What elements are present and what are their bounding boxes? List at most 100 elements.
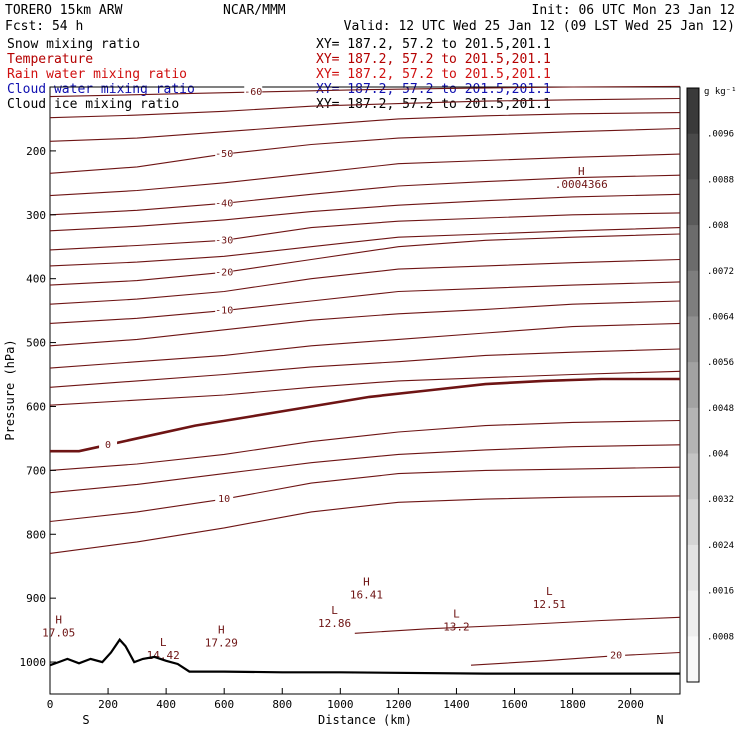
x-tick-label: 2000	[617, 698, 644, 711]
valid-time: Valid: 12 UTC Wed 25 Jan 12 (09 LST Wed …	[344, 19, 735, 34]
isotherm-line	[49, 419, 681, 471]
extremum-marker: H	[55, 614, 62, 627]
isotherm-label-bg	[244, 86, 263, 98]
center-title: NCAR/MMM	[223, 3, 286, 18]
y-tick-label: 500	[26, 337, 46, 350]
colorbar-unit: g kg⁻¹	[704, 87, 737, 97]
extremum-marker: L	[546, 585, 553, 598]
colorbar-tick-label: .0096	[707, 130, 734, 140]
x-tick-label: 1800	[559, 698, 586, 711]
isotherm-line	[49, 322, 681, 369]
field-name: Rain water mixing ratio	[7, 67, 187, 82]
north-label: N	[656, 713, 663, 727]
colorbar-tick-label: .008	[707, 221, 729, 231]
extremum-value: 13.2	[443, 620, 470, 633]
isotherm-line	[49, 227, 681, 267]
extremum-marker: L	[160, 636, 167, 649]
x-tick-label: 1200	[385, 698, 412, 711]
colorbar-tick-label: .0008	[707, 632, 734, 642]
isotherm-label-bg	[215, 266, 234, 278]
colorbar-swatch	[687, 362, 699, 409]
isotherm-line	[49, 174, 681, 216]
colorbar-swatch	[687, 316, 699, 363]
isotherm-line	[49, 348, 681, 388]
colorbar-tick-label: .0032	[707, 495, 734, 505]
extremum-value: 12.86	[318, 617, 351, 630]
terrain-line	[49, 637, 680, 675]
field-name: Snow mixing ratio	[7, 37, 140, 52]
y-tick-label: 700	[26, 464, 46, 477]
isotherm-label: 0	[105, 440, 111, 451]
y-tick-label: 800	[26, 528, 46, 541]
isotherm-label-bg	[99, 438, 118, 450]
south-label: S	[82, 713, 89, 727]
extremum-marker: H	[363, 575, 370, 588]
isotherm-line	[49, 370, 681, 406]
x-axis-label: Distance (km)	[318, 713, 412, 727]
extremum-value: 17.29	[205, 636, 238, 649]
x-tick-label: 1600	[501, 698, 528, 711]
isotherm-line	[49, 495, 681, 554]
isotherm-line	[49, 300, 681, 347]
colorbar-swatch	[687, 499, 699, 546]
colorbar-tick-label: .0016	[707, 587, 734, 597]
field-list: Snow mixing ratio XY= 187.2, 57.2 to 201.…	[7, 37, 551, 112]
extremum-value: 16.41	[350, 588, 383, 601]
isotherm-line	[49, 212, 681, 251]
colorbar-swatch	[687, 88, 699, 135]
extremum-value: 12.51	[533, 598, 566, 611]
isotherm-label-bg	[215, 304, 234, 316]
x-tick-label: 0	[47, 698, 54, 711]
y-axis-ticks: 200 300 400 500 600 700 800 900 1000	[20, 145, 56, 669]
colorbar-swatch	[687, 453, 699, 500]
x-tick-label: 200	[98, 698, 118, 711]
extremum-marker: H	[578, 165, 585, 178]
colorbar-tick-label: .0048	[707, 404, 734, 414]
extrema-labels: H17.05L14.42H17.29L12.86H16.41L13.2L12.5…	[42, 165, 608, 662]
model-title: TORERO 15km ARW	[5, 3, 123, 18]
colorbar-swatch	[687, 590, 699, 637]
isotherm-label-bg	[215, 197, 234, 209]
x-axis-ticks: 0 200 400 600 800 1000 1200 1400 1600 1800 2000	[47, 688, 644, 711]
extremum-value: 14.42	[147, 649, 180, 662]
colorbar-swatch	[687, 179, 699, 226]
colorbar-tick-label: .004	[707, 450, 729, 460]
y-axis-label: Pressure (hPa)	[3, 339, 17, 440]
extremum-marker: L	[453, 607, 460, 620]
isotherm-line	[49, 281, 681, 324]
field-xy: XY= 187.2, 57.2 to 201.5,201.1	[316, 82, 551, 97]
isotherm-line	[49, 97, 681, 119]
init-time: Init: 06 UTC Mon 23 Jan 12	[532, 3, 736, 18]
y-tick-label: 600	[26, 400, 46, 413]
colorbar-tick-label: .0064	[707, 312, 734, 322]
isotherm-label-bg	[215, 148, 234, 160]
extremum-value: .0004366	[555, 178, 608, 191]
field-name: Cloud water mixing ratio	[7, 82, 195, 97]
x-tick-label: 600	[214, 698, 234, 711]
isotherm-contours: -60 -50 -40 -30 -20 -10 0 10 20	[49, 85, 681, 666]
x-tick-label: 800	[272, 698, 292, 711]
extremum-marker: H	[218, 623, 225, 636]
isotherm-label: -30	[215, 235, 233, 246]
isotherm-label: 10	[218, 494, 230, 505]
colorbar-frame	[686, 87, 700, 683]
colorbar-swatch	[687, 270, 699, 317]
field-xy: XY= 187.2, 57.2 to 201.5,201.1	[316, 37, 551, 52]
colorbar-tick-label: .0072	[707, 267, 734, 277]
x-tick-label: 400	[156, 698, 176, 711]
extremum-marker: L	[331, 604, 338, 617]
isotherm-label: -50	[215, 149, 233, 160]
isotherm-label: -10	[215, 306, 233, 317]
isotherm-line	[49, 233, 681, 286]
isotherm-label: -60	[244, 87, 262, 98]
y-tick-label: 1000	[20, 656, 47, 669]
isotherm-line	[49, 153, 681, 197]
isotherm-label-bg	[607, 649, 626, 661]
x-tick-label: 1400	[443, 698, 470, 711]
isotherm-label-bg	[215, 234, 234, 246]
field-xy: XY= 187.2, 57.2 to 201.5,201.1	[316, 67, 551, 82]
colorbar-swatch	[687, 407, 699, 455]
isotherm-label-bg	[215, 493, 234, 505]
isotherm-line	[50, 377, 680, 453]
